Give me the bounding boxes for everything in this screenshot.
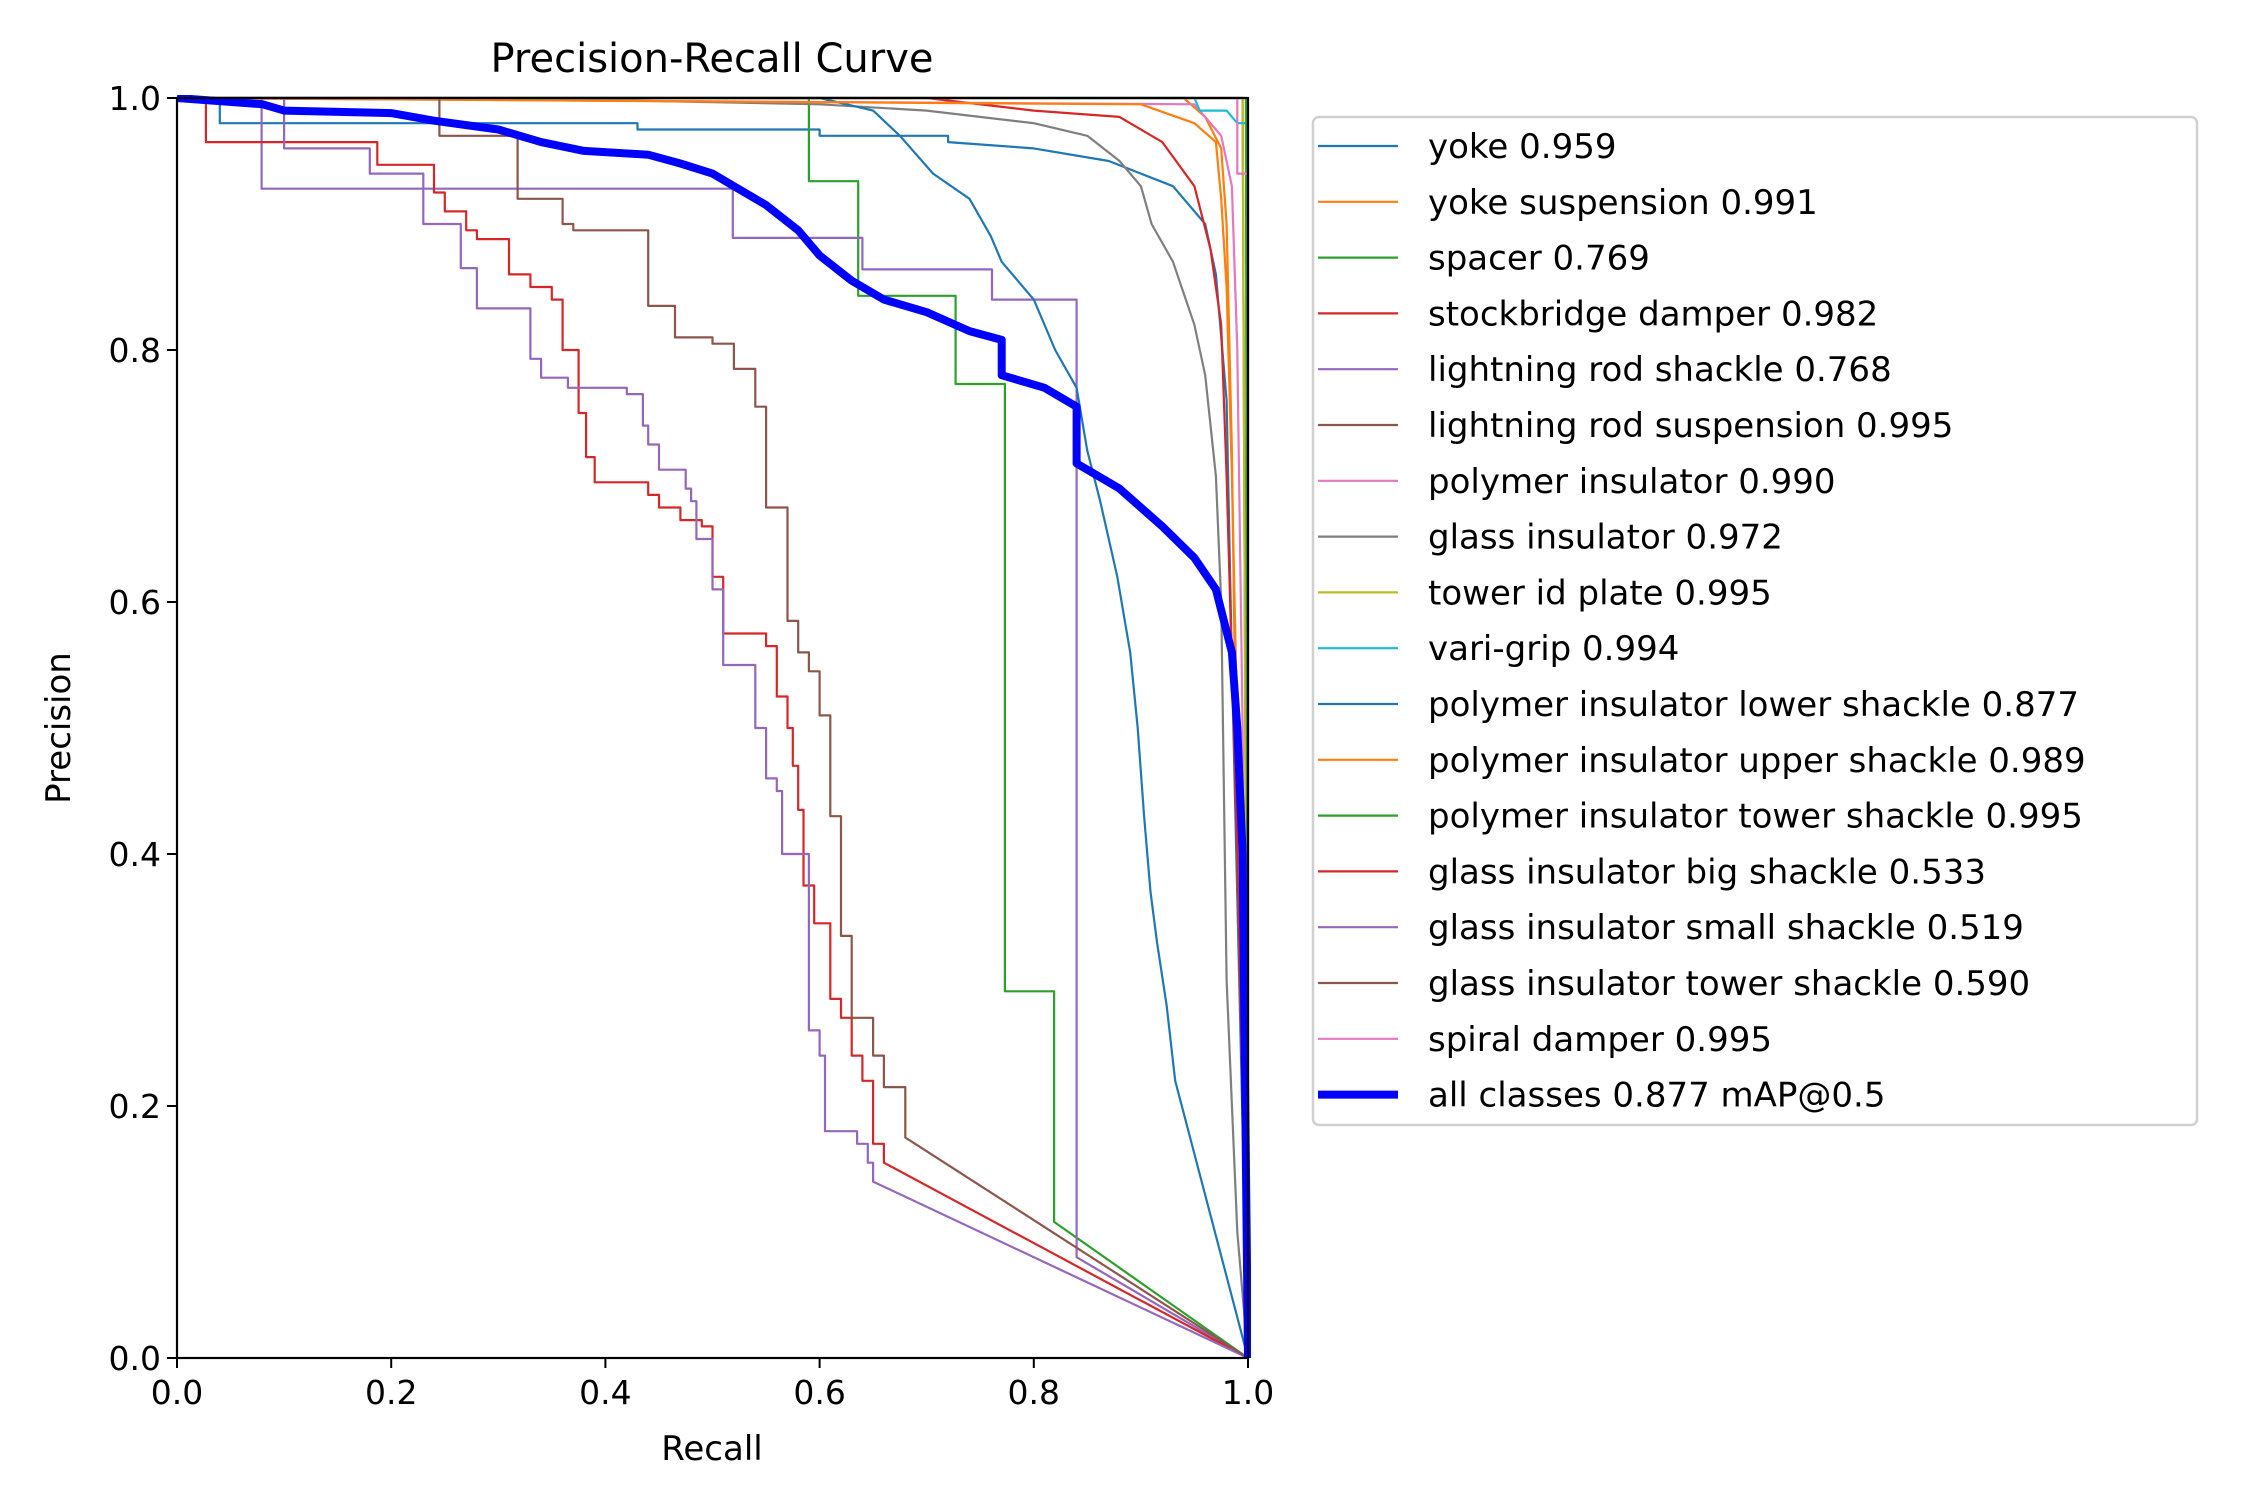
legend-label: glass insulator tower shackle 0.590 xyxy=(1428,964,2030,1004)
legend-entry: spacer 0.769 xyxy=(1318,239,1650,279)
legend-entry: glass insulator tower shackle 0.590 xyxy=(1318,964,2030,1004)
legend-label: lightning rod suspension 0.995 xyxy=(1428,406,1953,446)
legend-entry: polymer insulator lower shackle 0.877 xyxy=(1318,685,2079,725)
legend-entry: glass insulator 0.972 xyxy=(1318,518,1783,558)
legend-entry: polymer insulator upper shackle 0.989 xyxy=(1318,741,2086,781)
legend-box xyxy=(1311,115,2199,1127)
legend-entry: polymer insulator 0.990 xyxy=(1318,462,1836,502)
y-tick-label: 1.0 xyxy=(109,79,161,118)
legend-label: yoke 0.959 xyxy=(1428,127,1616,167)
legend-label: polymer insulator upper shackle 0.989 xyxy=(1428,741,2086,781)
y-tick-label: 0.2 xyxy=(109,1087,161,1126)
legend-label: polymer insulator lower shackle 0.877 xyxy=(1428,685,2079,725)
series-line-3 xyxy=(177,96,1250,1359)
legend-label: yoke suspension 0.991 xyxy=(1428,183,1818,223)
series-line-0 xyxy=(177,96,1250,1359)
series-line-2 xyxy=(177,96,1249,1359)
legend-label: vari-grip 0.994 xyxy=(1428,629,1679,669)
series-line-17 xyxy=(176,95,1251,1359)
series-line-6 xyxy=(176,96,1250,1359)
x-tick-label: 0.0 xyxy=(151,1373,203,1412)
plot-frame xyxy=(175,96,1250,1360)
chart-title: Precision-Recall Curve xyxy=(491,36,934,82)
series-line-7 xyxy=(177,96,1250,1359)
x-tick-label: 0.8 xyxy=(1008,1373,1060,1412)
x-tick-label: 0.4 xyxy=(579,1373,631,1412)
series-line-14 xyxy=(177,96,1249,1359)
legend-label: spiral damper 0.995 xyxy=(1428,1020,1772,1060)
legend-label: stockbridge damper 0.982 xyxy=(1428,294,1878,334)
legend-label: glass insulator small shackle 0.519 xyxy=(1428,908,2024,948)
legend-entry: polymer insulator tower shackle 0.995 xyxy=(1318,797,2083,837)
legend-entry: tower id plate 0.995 xyxy=(1318,573,1772,613)
legend-entry: glass insulator small shackle 0.519 xyxy=(1318,908,2024,948)
legend-label: glass insulator 0.972 xyxy=(1428,518,1783,558)
x-axis-label: Recall xyxy=(661,1429,762,1469)
legend-entry: spiral damper 0.995 xyxy=(1318,1020,1772,1060)
legend-entry: yoke 0.959 xyxy=(1318,127,1616,167)
legend-label: polymer insulator tower shackle 0.995 xyxy=(1428,797,2083,837)
series-layer xyxy=(176,95,1251,1359)
legend-label: spacer 0.769 xyxy=(1428,239,1650,279)
series-line-4 xyxy=(177,96,1249,1359)
series-line-5 xyxy=(177,96,1250,1359)
axes-layer: 0.0 0.2 0.4 0.6 0.8 1.0 0.0 0.2 0.4 0.6 0.8 1.0 xyxy=(109,79,1275,1412)
legend: yoke 0.959 yoke suspension 0.991 spacer 0.… xyxy=(1311,115,2199,1127)
series-line-13 xyxy=(177,96,1249,1359)
series-line-12 xyxy=(177,96,1250,1359)
x-tick-label: 0.6 xyxy=(793,1373,845,1412)
legend-label: tower id plate 0.995 xyxy=(1428,573,1772,613)
series-line-1 xyxy=(177,96,1250,1359)
legend-entry: glass insulator big shackle 0.533 xyxy=(1318,852,1986,892)
series-line-16 xyxy=(177,96,1250,1358)
legend-label: polymer insulator 0.990 xyxy=(1428,462,1836,502)
series-line-11 xyxy=(176,96,1250,1359)
y-tick-label: 0.0 xyxy=(109,1339,161,1378)
series-line-9 xyxy=(177,96,1250,1358)
legend-entry: stockbridge damper 0.982 xyxy=(1318,294,1878,334)
y-tick-label: 0.8 xyxy=(109,331,161,370)
legend-label: all classes 0.877 mAP@0.5 xyxy=(1428,1076,1885,1116)
legend-label: lightning rod shackle 0.768 xyxy=(1428,350,1892,390)
series-line-15 xyxy=(177,96,1249,1359)
legend-entry: vari-grip 0.994 xyxy=(1318,629,1679,669)
series-line-8 xyxy=(177,96,1250,1359)
y-tick-label: 0.6 xyxy=(109,583,161,622)
y-axis-label: Precision xyxy=(39,652,79,804)
legend-entry: yoke suspension 0.991 xyxy=(1318,183,1818,223)
x-tick-label: 1.0 xyxy=(1222,1373,1274,1412)
legend-label: glass insulator big shackle 0.533 xyxy=(1428,852,1986,892)
legend-entry: all classes 0.877 mAP@0.5 xyxy=(1318,1076,1885,1116)
series-line-10 xyxy=(177,96,1250,1359)
legend-entry: lightning rod shackle 0.768 xyxy=(1318,350,1892,390)
x-tick-label: 0.2 xyxy=(365,1373,417,1412)
legend-entry: lightning rod suspension 0.995 xyxy=(1318,406,1953,446)
y-tick-label: 0.4 xyxy=(109,835,161,874)
